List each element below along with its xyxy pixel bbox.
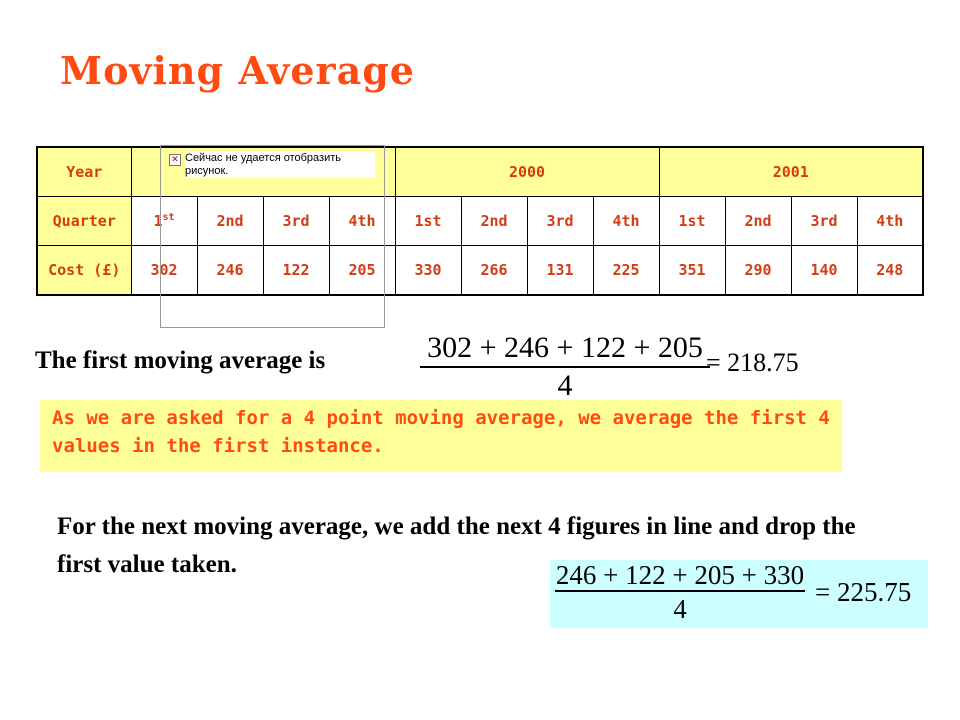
fraction-bar bbox=[555, 590, 805, 592]
broken-image-icon: ✕ bbox=[169, 154, 181, 166]
cost-cell: 302 bbox=[130, 245, 198, 296]
first-average-result: = 218.75 bbox=[706, 348, 799, 377]
year-cell: 2000 bbox=[394, 146, 660, 197]
slide-title: Moving Average bbox=[60, 48, 415, 93]
quarter-cell: 2nd bbox=[460, 196, 528, 246]
first-average-formula: 302 + 246 + 122 + 205 4 bbox=[420, 330, 710, 404]
explanation-note: As we are asked for a 4 point moving ave… bbox=[40, 400, 842, 472]
formula-numerator: 246 + 122 + 205 + 330 bbox=[555, 560, 805, 590]
quarter-cell: 1st bbox=[394, 196, 462, 246]
fraction-bar bbox=[420, 366, 710, 368]
cost-cell: 351 bbox=[658, 245, 726, 296]
quarter-cell: 2nd bbox=[724, 196, 792, 246]
cost-cell: 225 bbox=[592, 245, 660, 296]
quarter-cell: 3rd bbox=[526, 196, 594, 246]
year-header: Year bbox=[36, 146, 132, 197]
second-average-result: = 225.75 bbox=[815, 577, 912, 607]
quarter-header: Quarter bbox=[36, 196, 132, 246]
cost-cell: 131 bbox=[526, 245, 594, 296]
formula-denominator: 4 bbox=[557, 369, 573, 402]
cost-cell: 330 bbox=[394, 245, 462, 296]
second-formula-box bbox=[550, 560, 928, 628]
first-average-label: The first moving average is bbox=[35, 347, 326, 374]
quarter-cell: 3rd bbox=[790, 196, 858, 246]
cost-cell: 248 bbox=[856, 245, 924, 296]
quarter-row: Quarter 1st 2nd 3rd 4th 1st 2nd 3rd 4th … bbox=[36, 196, 924, 246]
formula-denominator: 4 bbox=[673, 594, 687, 624]
year-cell: 2001 bbox=[658, 146, 924, 197]
cost-cell: 266 bbox=[460, 245, 528, 296]
quarter-cell: 3rd bbox=[262, 196, 330, 246]
cost-cell: 246 bbox=[196, 245, 264, 296]
broken-image-text: Сейчас не удается отобразить рисунок. bbox=[185, 152, 375, 178]
quarter-cell: 4th bbox=[592, 196, 660, 246]
formula-numerator: 302 + 246 + 122 + 205 bbox=[427, 331, 703, 364]
next-average-text: For the next moving average, we add the … bbox=[57, 513, 856, 578]
quarter-cell: 4th bbox=[856, 196, 924, 246]
second-average-formula: 246 + 122 + 205 + 330 4 bbox=[555, 560, 805, 626]
cost-cell: 140 bbox=[790, 245, 858, 296]
quarter-cell: 2nd bbox=[196, 196, 264, 246]
cost-cell: 122 bbox=[262, 245, 330, 296]
cost-header: Cost (£) bbox=[36, 245, 132, 296]
quarter-cell: 1st bbox=[658, 196, 726, 246]
cost-cell: 290 bbox=[724, 245, 792, 296]
broken-image-placeholder: ✕ Сейчас не удается отобразить рисунок. bbox=[160, 145, 385, 328]
